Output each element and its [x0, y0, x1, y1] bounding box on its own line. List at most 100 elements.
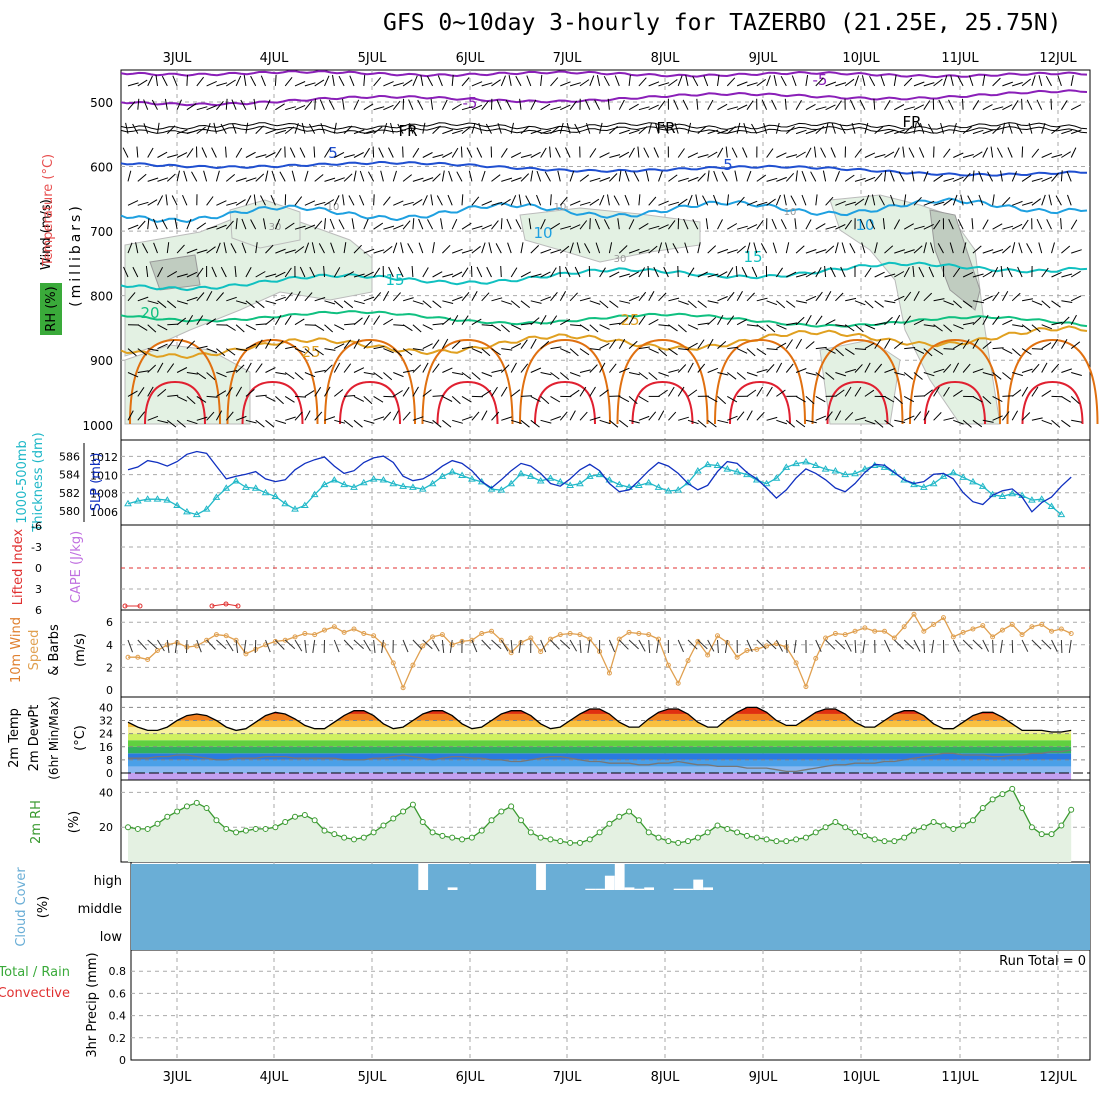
wind10m-point: [970, 626, 976, 632]
thickness-point: [448, 467, 457, 475]
wind-barb: [461, 315, 469, 325]
wind-barb: [285, 249, 296, 254]
wind-barb: [584, 243, 591, 254]
wind-barb: [284, 76, 293, 87]
thickness-point: [409, 483, 417, 490]
wind-barb: [677, 386, 685, 397]
wind-barb: [753, 242, 758, 254]
wind10m-point: [557, 632, 563, 638]
wind-barb: [933, 219, 941, 230]
wind-barb: [186, 271, 198, 278]
wind-barb: [707, 170, 710, 182]
rh2m-point: [950, 825, 957, 832]
wind-barb: [1031, 300, 1043, 306]
wind-barb: [678, 300, 689, 305]
wind-barb: [265, 152, 276, 158]
rh2m-point: [144, 825, 151, 832]
wind-barb: [491, 411, 500, 421]
wind-barb: [1051, 242, 1055, 254]
wind-barb: [284, 222, 295, 230]
wind-barb: [972, 316, 982, 326]
wind10m-point: [793, 660, 799, 666]
wind-barb: [540, 129, 552, 135]
wind-barb: [511, 419, 522, 424]
wind10m-barb: [862, 639, 866, 653]
wind-barb: [878, 195, 885, 206]
wind-barb: [648, 196, 657, 206]
wind-barb: [1070, 219, 1078, 230]
rh2m-axis-label: 2m RH: [29, 800, 44, 844]
wind-barb: [324, 348, 336, 351]
thickness-point: [202, 505, 211, 512]
wind-barb: [579, 201, 591, 206]
wind-barb: [422, 195, 428, 206]
rh2m-point: [635, 817, 642, 824]
wind-barb: [550, 106, 562, 111]
wind-barb: [285, 416, 296, 421]
cloud-gap: [673, 888, 684, 890]
wind-barb: [795, 273, 807, 278]
wind-barb: [992, 194, 995, 206]
wind-barb: [982, 104, 993, 111]
cloud-level-label: low: [100, 930, 123, 945]
wind-barb: [794, 218, 797, 230]
wind-barb: [713, 170, 718, 182]
wind-barb: [437, 75, 443, 87]
wind10m-point: [213, 632, 219, 638]
wind-barb: [918, 266, 925, 278]
wind-barb: [359, 170, 365, 182]
wind10m-barb: [402, 639, 409, 653]
wind-barb: [392, 292, 401, 302]
wind-barb: [1041, 419, 1053, 425]
wind-barb: [566, 122, 571, 134]
wind-barb: [471, 104, 483, 111]
wind-barb: [176, 395, 188, 402]
wind-barb: [275, 129, 287, 135]
wind-barb: [500, 75, 506, 87]
wind10m-barb: [353, 639, 364, 650]
thickness-point: [998, 492, 1007, 499]
panel-border: [120, 439, 1091, 526]
thickness-point: [615, 480, 624, 488]
wind-barb: [599, 324, 610, 330]
wind-barb: [196, 267, 204, 278]
wind-barb: [569, 242, 574, 254]
rh2m-point: [537, 834, 544, 841]
wind-barb: [579, 174, 590, 182]
wind-barb: [135, 242, 139, 254]
thickness-point: [978, 482, 987, 489]
wind-barb: [628, 396, 638, 405]
wind-barb: [589, 348, 601, 351]
wind10m-barb: [216, 639, 227, 650]
thickness-point: [595, 470, 604, 478]
wind-barb: [795, 316, 805, 326]
thickness-point: [762, 479, 771, 487]
wind-barb: [960, 194, 964, 206]
wind-barb: [678, 416, 689, 421]
wind-barb: [658, 324, 670, 327]
wind-barb: [471, 290, 478, 302]
wind-barb: [284, 315, 292, 325]
wind10m-barb: [304, 639, 307, 653]
rh2m-point: [940, 822, 947, 829]
date-label-top: 9JUL: [749, 51, 779, 66]
wind-barb: [363, 74, 366, 86]
wind-barb: [972, 273, 984, 278]
wind-barb: [786, 154, 798, 158]
wind-barb: [451, 103, 462, 111]
wind-barb: [805, 147, 812, 158]
wind-barb: [815, 415, 827, 421]
cloud-gap: [634, 888, 645, 890]
wind-barb: [206, 395, 218, 398]
wind-barb: [687, 122, 692, 134]
wind-barb: [359, 195, 365, 206]
wind-barb: [186, 74, 188, 86]
wind-barb: [898, 171, 905, 182]
wind-barb: [1036, 218, 1043, 230]
wind-barb: [687, 324, 699, 330]
wind-barb: [893, 341, 904, 349]
wind-barb: [235, 147, 243, 158]
wind-barb: [560, 104, 571, 111]
